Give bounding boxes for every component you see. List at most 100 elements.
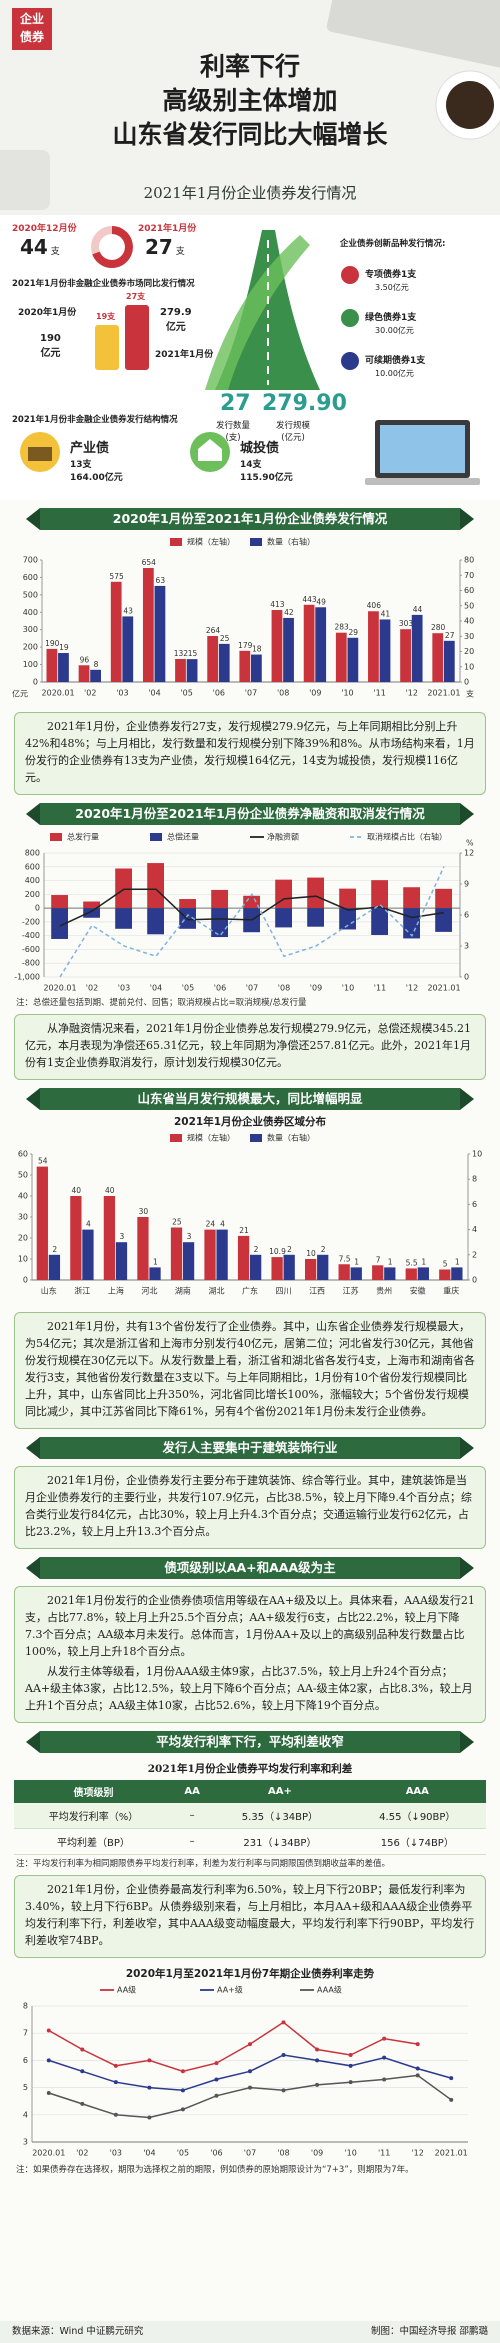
structure-name: 城投债 [240,441,280,456]
data-label: 2 [321,1245,326,1254]
point [281,2020,286,2025]
y2-tick-label: 80 [464,556,474,565]
y2-tick-label: 50 [464,601,474,610]
icon [341,309,359,327]
x-tick-label: 江西 [309,1287,325,1296]
heading-text: 平均发行利率下行，平均利差收窄 [40,1731,460,1753]
header-cell: 债项级别 [14,1780,173,1803]
point [46,2058,51,2063]
bar [250,1254,262,1280]
subtitle: 2021年1月份企业债券发行情况 [143,184,357,202]
bar [147,908,164,935]
x-tick-label: '03 [110,2149,122,2158]
header-cell: AAA [348,1780,486,1803]
bar [275,879,292,909]
bar [305,1259,317,1280]
point [147,2085,152,2090]
table-title: 2021年1月份企业债券平均发行利率和利差 [147,1763,353,1775]
note: 注：总偿还量包括到期、提前兑付、回售；取消规模占比=取消规模/总发行量 [16,998,307,1008]
data-label: 1 [354,1257,359,1266]
x-tick-label: '05 [177,2149,189,2158]
data-label: 3 [119,1232,124,1241]
y-tick-label: 600 [25,862,40,871]
section-heading: 平均发行利率下行，平均利差收窄 [0,1729,500,1755]
y-tick-label: 0 [23,1276,28,1285]
data-label: 179 [238,641,253,650]
y2-tick-label: 40 [464,617,474,626]
data-label: 406 [367,601,382,610]
point [348,2080,353,2085]
x-tick-label: '04 [148,689,160,698]
header-cell: AA [172,1780,212,1803]
icon [341,266,359,284]
line [48,2074,452,2119]
y2-tick-label: 9 [464,880,469,889]
logo-line: 企业 [19,12,44,26]
y2-tick-label: 0 [464,973,469,982]
innovation-name: 绿色债券1支 [365,313,417,323]
data-label: 15 [188,649,198,658]
data-label: 413 [270,600,285,609]
bar [335,632,347,682]
line [59,866,445,978]
bar [303,604,315,682]
bar [317,1254,329,1280]
point [449,2097,454,2102]
count: 44 [20,235,48,259]
x-tick-label: '08 [277,689,289,698]
point [382,2036,387,2041]
x-tick-label: 山东 [41,1286,57,1296]
y2-tick-label: 0 [472,1276,477,1285]
bar [147,863,164,909]
cell: 156（↓74BP） [348,1828,486,1855]
innovation-name: 可续期债券1支 [365,356,426,366]
x-tick-label: 四川 [276,1287,292,1296]
legend-swatch [50,833,62,841]
data-label: 2 [287,1245,292,1254]
y-tick-label: 3 [23,2138,28,2147]
x-tick-label: '12 [406,689,418,698]
donut-arc [92,226,133,268]
source: 数据来源：Wind 中证鹏元研究 [12,2326,144,2337]
bar [237,1235,250,1280]
y2-tick-label: 60 [464,586,474,595]
total-value: 27 [220,391,251,416]
legend-swatch [250,1134,262,1142]
deco [0,150,50,210]
x-tick-label: '07 [246,984,258,993]
logo-line: 债券 [19,30,44,44]
x-tick-label: 2020.01 [43,984,76,993]
structure-name: 产业债 [70,441,110,456]
section-heading: 发行人主要集中于建筑装饰行业 [0,1435,500,1461]
bar [379,619,391,682]
paragraph: 2021年1月份，企业债券发行27支，发行规模279.9亿元，与上年同期相比分别… [25,720,475,784]
y-tick-label: 30 [18,1213,28,1222]
point [382,2077,387,2082]
bar [137,1217,149,1280]
y-tick-label: -800 [22,959,40,968]
bar [122,616,134,682]
paragraph: 2021年1月份发行的企业债券债项信用等级在AA+级及以上。具体来看，AAA级发… [25,1594,475,1658]
data-label: 27 [445,631,455,640]
data-label: 10 [306,1249,316,1258]
point [248,2069,252,2074]
bar [371,908,388,935]
data-label: 42 [284,608,294,617]
bar [243,895,260,909]
bar [70,1196,82,1280]
data-label: 29 [348,628,358,637]
icon [341,352,359,370]
y2-axis-label: % [466,839,474,848]
cell: – [172,1828,212,1855]
laptop-base [365,478,480,485]
x-tick-label: 重庆 [443,1286,459,1296]
bar [400,629,411,682]
house [198,439,222,461]
y-tick-label: 0 [35,904,40,913]
x-tick-label: '10 [341,689,353,698]
data-label: 280 [431,623,446,632]
line [48,2021,418,2073]
header-cell: AA+ [211,1780,349,1803]
paragraph: 从发行主体等级看，1月份AAA级主体9家，占比37.5%，较上月上升24个百分点… [25,1665,473,1712]
data-label: 5 [443,1260,448,1269]
